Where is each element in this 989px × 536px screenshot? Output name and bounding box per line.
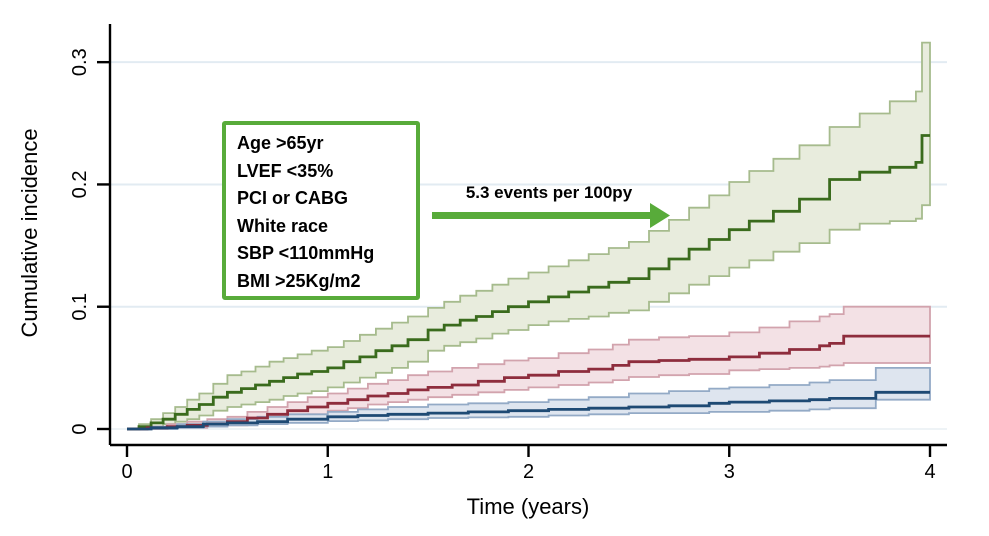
risk-criterion-race: White race: [237, 215, 329, 236]
x-tick-label-2: 2: [523, 461, 534, 483]
y-axis-title: Cumulative incidence: [17, 128, 42, 338]
risk-criterion-sbp: SBP <110mmHg: [237, 243, 375, 264]
maroon-middle-rate-curve-ci-band: [127, 305, 931, 430]
y-tick-label-0.1: 0.1: [69, 293, 91, 321]
event-rate-annotation-label: 5.3 events per 100py: [465, 183, 633, 202]
x-axis-title: Time (years): [466, 494, 590, 519]
x-tick-label-3: 3: [724, 461, 735, 483]
green-high-rate-curve-ci-band: [127, 41, 931, 430]
blue-low-rate-curve-line: [127, 390, 930, 431]
y-tick-label-0.2: 0.2: [69, 171, 91, 199]
green-high-rate-curve-line: [127, 134, 930, 431]
event-rate-arrow-head: [650, 203, 670, 228]
risk-criterion-revascularization: PCI or CABG: [237, 188, 349, 209]
y-tick-label-0.3: 0.3: [69, 48, 91, 76]
x-tick-label-4: 4: [924, 461, 935, 483]
y-tick-label-0: 0: [69, 423, 91, 434]
risk-criterion-bmi: BMI >25Kg/m2: [237, 270, 361, 291]
risk-criterion-lvef: LVEF <35%: [237, 160, 334, 181]
risk-criteria-annotation-box: Age >65yr LVEF <35% PCI or CABG White ra…: [222, 121, 420, 300]
x-tick-label-1: 1: [322, 461, 333, 483]
risk-criterion-age: Age >65yr: [237, 133, 324, 153]
event-rate-arrow-shaft: [432, 212, 650, 219]
x-tick-label-0: 0: [121, 461, 132, 483]
